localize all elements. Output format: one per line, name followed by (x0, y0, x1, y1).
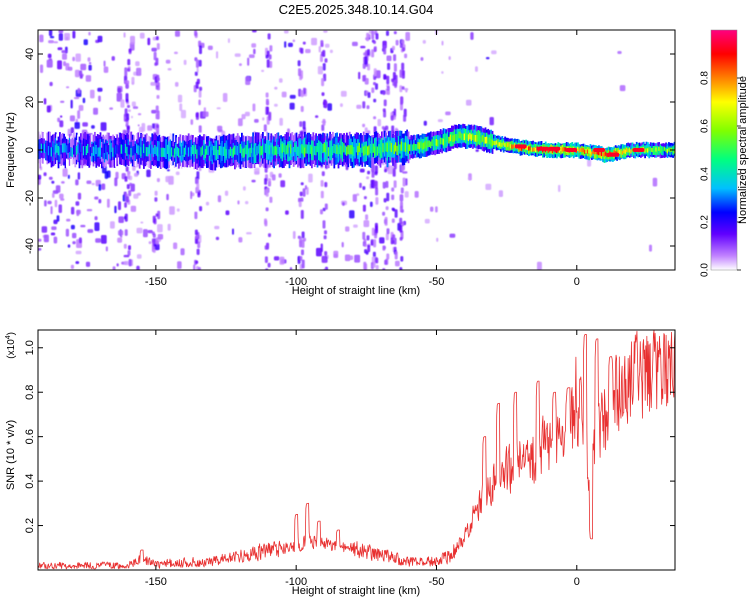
spectrogram-y-tick-label: -20 (24, 190, 36, 206)
spectrogram-panel: -150 -100 -50 0 -40 -20 0 20 40 Height of strai… (5, 29, 676, 297)
snr-y-tick-label: 0.4 (24, 473, 36, 488)
snr-y-tick-label: 0.6 (24, 429, 36, 444)
colorbar-gradient (711, 30, 737, 270)
spectrogram-x-tick-label: 0 (574, 276, 580, 288)
figure-title: C2E5.2025.348.10.14.G04 (279, 2, 434, 17)
colorbar-label: Normalized spectral amplitude (737, 76, 749, 224)
spectrogram-y-ticks: -40 -20 0 20 40 (24, 48, 675, 254)
snr-x-tick-label: -100 (285, 576, 307, 588)
spectrogram-noise (38, 30, 675, 270)
spectrogram-x-tick-label: -50 (429, 276, 445, 288)
colorbar-tick-label: 0.8 (700, 71, 711, 85)
spectrogram-ridge (38, 123, 675, 171)
snr-series-line (38, 330, 675, 570)
snr-background (38, 330, 675, 570)
snr-y-multiplier: (x104) (5, 332, 17, 359)
snr-y-tick-label: 0.8 (24, 385, 36, 400)
spectrogram-image (38, 30, 675, 270)
snr-x-ticks: -150 -100 -50 0 (145, 330, 580, 588)
colorbar-ticks: 0.0 0.2 0.4 0.6 0.8 (700, 71, 741, 277)
colorbar-tick-label: 0.0 (700, 263, 711, 277)
snr-y-tick-label: 1.0 (24, 340, 36, 355)
spectrogram-x-axis-label: Height of straight line (km) (292, 285, 420, 297)
colorbar-frame (710, 29, 738, 271)
colorbar-tick-label: 0.2 (700, 215, 711, 229)
spectrogram-y-tick-label: 40 (24, 48, 36, 60)
snr-x-tick-label: -150 (145, 576, 167, 588)
snr-x-axis-label: Height of straight line (km) (292, 585, 420, 597)
snr-y-axis-label: SNR (10 * v/v) (5, 420, 17, 490)
snr-x-tick-label: -50 (429, 576, 445, 588)
spectrogram-x-tick-label: -100 (285, 276, 307, 288)
snr-y-tick-label: 0.2 (24, 518, 36, 533)
spectrogram-y-tick-label: 0 (24, 147, 36, 153)
snr-y-ticks: 0.2 0.4 0.6 0.8 1.0 (24, 340, 675, 533)
snr-y-multiplier-exponent: 4 (5, 335, 12, 339)
colorbar-tick-label: 0.6 (700, 119, 711, 133)
snr-plot-area (38, 330, 675, 570)
spectrogram-x-ticks: -150 -100 -50 0 (145, 30, 580, 288)
spectrogram-x-tick-label: -150 (145, 276, 167, 288)
spectrogram-y-tick-label: -40 (24, 238, 36, 254)
snr-x-tick-label: 0 (574, 576, 580, 588)
snr-panel: -150 -100 -50 0 0.2 0.4 0.6 0.8 1.0 Height of s… (5, 329, 676, 597)
snr-y-multiplier-close: ) (6, 332, 17, 335)
colorbar-tick-label: 0.4 (700, 167, 711, 181)
spectrogram-y-tick-label: 20 (24, 96, 36, 108)
snr-y-multiplier-base: (x10 (6, 339, 17, 359)
snr-frame (37, 329, 676, 571)
spectrogram-y-axis-label: Frequency (Hz) (5, 112, 17, 188)
colorbar: 0.0 0.2 0.4 0.6 0.8 Normalized spectral ampl… (700, 29, 749, 277)
